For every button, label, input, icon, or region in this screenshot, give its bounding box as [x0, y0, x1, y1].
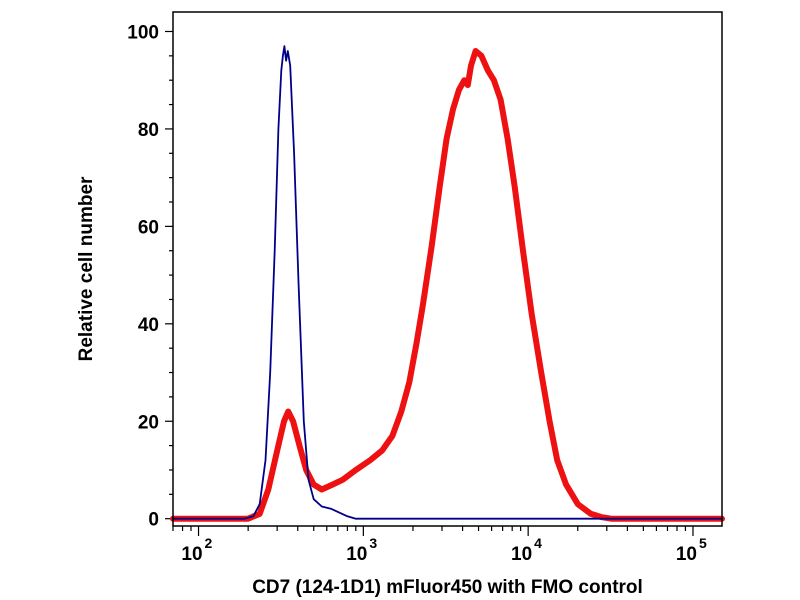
y-tick-label: 20 — [138, 412, 159, 433]
y-axis-label: Relative cell number — [76, 176, 97, 361]
x-tick-label: 10 — [511, 544, 532, 565]
plot-series — [170, 45, 725, 522]
y-tick-label: 40 — [138, 315, 159, 336]
x-tick-base: 10 — [181, 544, 202, 565]
x-axis-label: CD7 (124-1D1) mFluor450 with FMO control — [252, 577, 643, 598]
series-line-2 — [170, 48, 725, 522]
x-tick-exponent: 4 — [534, 535, 542, 551]
y-tick-label: 60 — [138, 217, 159, 238]
y-tick-label: 100 — [127, 22, 159, 43]
y-axis-ticks: 0 20 40 60 80 100 — [127, 22, 173, 531]
x-tick-exponent: 5 — [699, 535, 707, 551]
x-tick-base: 10 — [511, 544, 532, 565]
plot-frame — [172, 11, 723, 527]
x-tick-label: 10 — [676, 544, 697, 565]
series-line-1 — [172, 45, 723, 520]
x-tick-exponent: 3 — [369, 535, 377, 551]
x-tick-base: 10 — [346, 544, 367, 565]
x-tick-label: 10 — [181, 544, 202, 565]
x-tick-base: 10 — [676, 544, 697, 565]
x-tick-exponent: 2 — [205, 535, 213, 551]
y-tick-label: 80 — [138, 120, 159, 141]
y-tick-label: 0 — [148, 510, 159, 531]
x-tick-label: 10 — [346, 544, 367, 565]
